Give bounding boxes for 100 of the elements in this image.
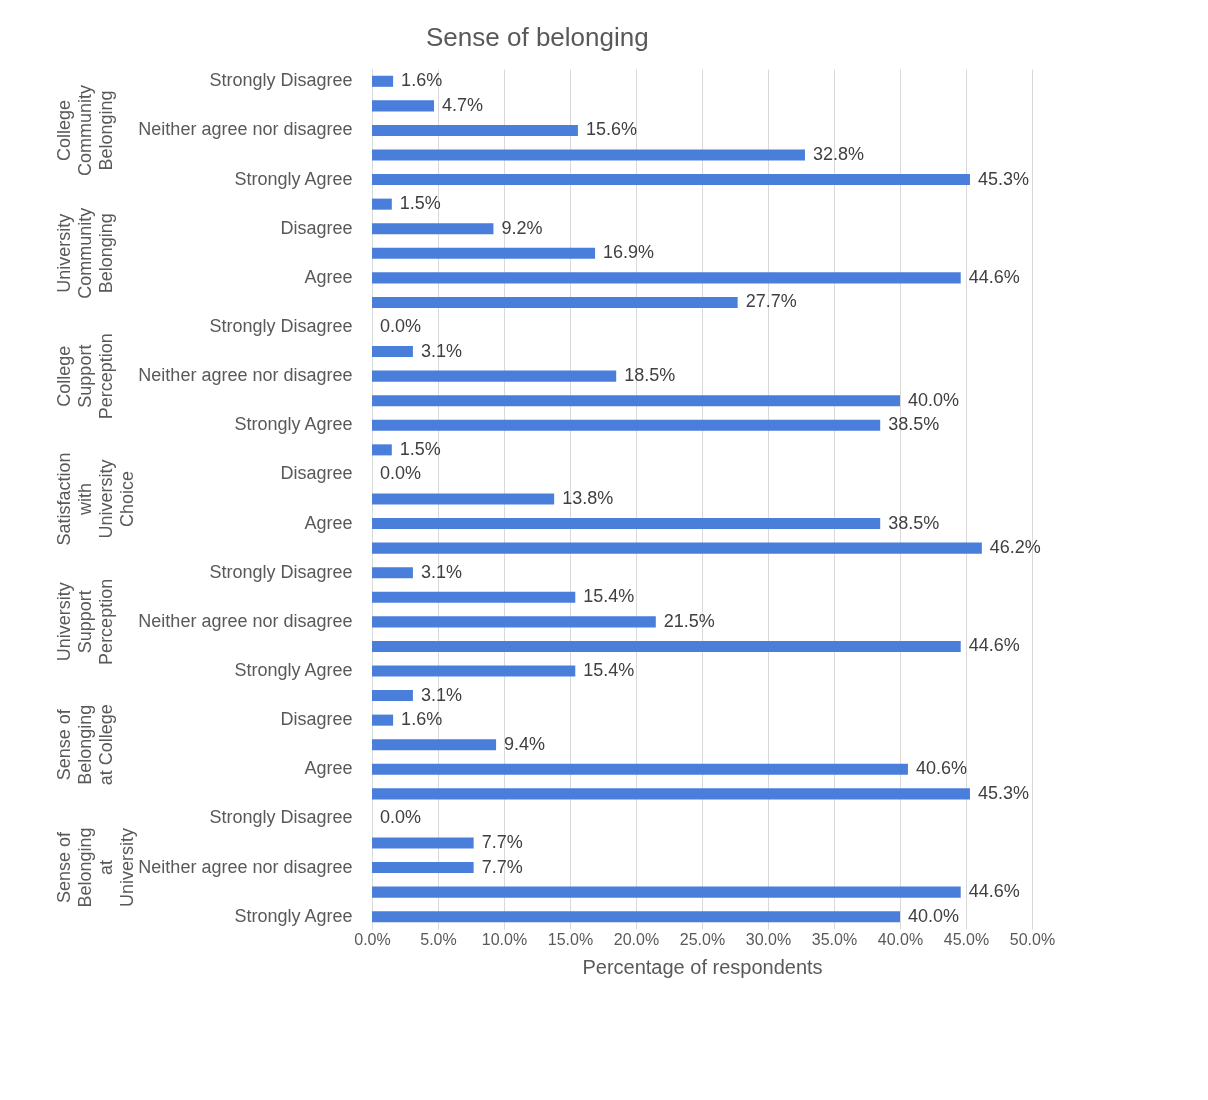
bar (372, 395, 900, 407)
bar (372, 862, 474, 874)
data-label: 15.4% (583, 586, 635, 607)
text: Sense of Belonging at College (54, 704, 116, 786)
bar (372, 419, 881, 431)
y-tick-label: Strongly Agree (234, 414, 353, 435)
bar (372, 198, 392, 210)
y-tick-label: Neither agree nor disagree (138, 365, 353, 386)
text: Satisfaction with University Choice (54, 452, 137, 546)
bar (372, 911, 900, 923)
bar (372, 665, 576, 677)
data-label: 46.2% (989, 537, 1041, 558)
bar (372, 714, 394, 726)
x-tick-label: 35.0% (811, 930, 858, 948)
bar (372, 296, 738, 308)
x-tick-label: 40.0% (877, 930, 924, 948)
x-tick-label: 50.0% (1009, 930, 1056, 948)
text: College Support Perception (54, 333, 116, 420)
data-label: 3.1% (420, 684, 462, 705)
x-tick-label: 15.0% (547, 930, 594, 948)
bar (372, 124, 578, 136)
bar (372, 174, 970, 186)
bar (372, 886, 961, 898)
bar (372, 616, 656, 628)
y-tick-label: Strongly Disagree (209, 807, 353, 828)
data-label: 1.5% (399, 438, 441, 459)
x-tick-label: 30.0% (745, 930, 792, 948)
data-label: 7.7% (481, 832, 523, 852)
y-tick-label: Neither agree nor disagree (138, 119, 353, 140)
y-tick-label: Agree (304, 758, 353, 779)
data-label: 40.6% (915, 758, 967, 779)
data-label: 38.5% (888, 414, 940, 435)
bar (372, 100, 435, 112)
x-tick-label: 45.0% (943, 930, 990, 948)
x-tick-label: 0.0% (354, 930, 391, 948)
data-label: 38.5% (888, 512, 940, 533)
bar (372, 640, 961, 652)
data-label: 45.3% (977, 782, 1030, 803)
data-label: 1.5% (399, 193, 441, 214)
y-tick-label: Neither agree nor disagree (138, 610, 353, 631)
data-label: 44.6% (968, 266, 1020, 287)
data-label: 4.7% (442, 94, 484, 115)
text: University Community Belonging (54, 207, 116, 299)
y-tick-label: Strongly Agree (234, 905, 353, 926)
data-label: 0.0% (380, 463, 422, 484)
data-label: 7.7% (481, 856, 523, 877)
data-label: 32.8% (812, 144, 865, 164)
text: University Support Perception (54, 578, 116, 665)
data-label: 3.1% (420, 561, 462, 582)
y-tick-label: Disagree (280, 463, 353, 484)
bar (372, 591, 576, 603)
y-tick-label: Neither agree nor disagree (138, 856, 353, 877)
data-label: 15.4% (583, 660, 635, 680)
bar (372, 518, 881, 530)
y-tick-label: Strongly Disagree (209, 561, 353, 582)
data-label: 16.9% (603, 242, 655, 263)
data-label: 15.6% (585, 119, 637, 140)
bar (372, 493, 555, 505)
y-tick-label: Agree (304, 266, 353, 287)
bar (372, 788, 970, 800)
data-label: 27.7% (745, 291, 797, 312)
data-label: 40.0% (908, 389, 960, 410)
data-label: 3.1% (420, 340, 462, 361)
bar (372, 223, 494, 235)
x-tick-label: 10.0% (481, 930, 528, 948)
bar (372, 149, 805, 161)
bar (372, 690, 413, 702)
y-tick-label: Disagree (280, 709, 353, 730)
data-label: 45.3% (977, 168, 1030, 189)
bar (372, 763, 908, 775)
x-axis-title: Percentage of respondents (582, 955, 823, 978)
data-label: 9.4% (504, 733, 546, 754)
data-label: 1.6% (401, 70, 443, 91)
bar (372, 272, 961, 284)
bar (372, 739, 497, 751)
y-tick-label: Strongly Disagree (209, 70, 353, 91)
data-label: 40.0% (908, 905, 960, 926)
y-tick-label: Agree (304, 512, 353, 533)
x-tick-label: 20.0% (613, 930, 660, 948)
data-label: 9.2% (501, 217, 543, 238)
bar (372, 346, 413, 358)
bar (372, 75, 394, 87)
data-label: 0.0% (380, 316, 422, 336)
y-tick-label: Strongly Disagree (209, 316, 353, 336)
y-tick-label: Disagree (280, 217, 353, 238)
bar (372, 370, 617, 382)
bar (372, 567, 413, 579)
data-label: 44.6% (968, 635, 1020, 656)
data-label: 13.8% (562, 488, 614, 508)
bar (372, 542, 982, 554)
y-tick-label: Strongly Agree (234, 660, 353, 680)
bar (372, 247, 596, 259)
text: Sense of Belonging at University (54, 827, 137, 908)
data-label: 44.6% (968, 881, 1020, 902)
data-label: 21.5% (663, 610, 715, 631)
y-tick-label: Strongly Agree (234, 168, 353, 189)
x-tick-label: 25.0% (679, 930, 726, 948)
text: College Community Belonging (54, 84, 116, 176)
data-label: 1.6% (401, 709, 443, 730)
bar (372, 444, 392, 456)
